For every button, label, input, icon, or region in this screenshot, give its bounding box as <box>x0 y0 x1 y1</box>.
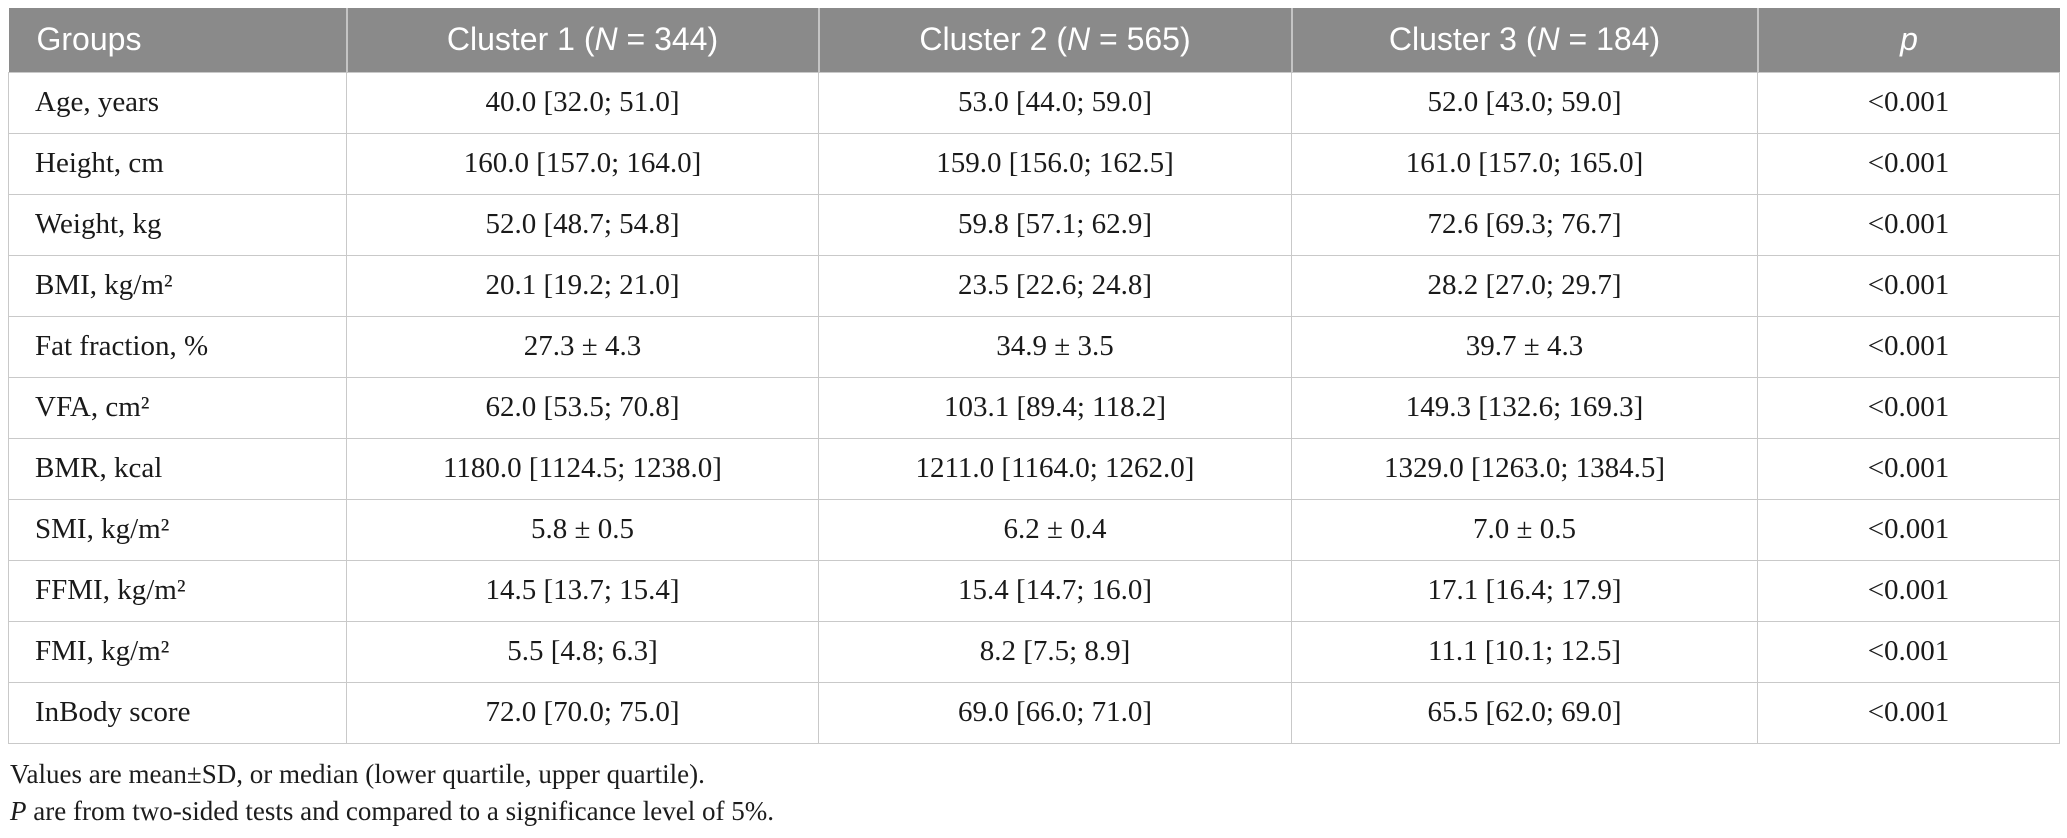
cell-cluster3: 52.0 [43.0; 59.0] <box>1291 71 1758 134</box>
cell-cluster1: 62.0 [53.5; 70.8] <box>346 376 819 439</box>
cell-cluster2: 69.0 [66.0; 71.0] <box>818 681 1292 744</box>
cell-p-value: <0.001 <box>1757 681 2060 744</box>
row-label: Age, years <box>8 71 347 134</box>
table-row-weight: Weight, kg 52.0 [48.7; 54.8] 59.8 [57.1;… <box>8 193 2060 256</box>
cell-cluster3: 17.1 [16.4; 17.9] <box>1291 559 1758 622</box>
column-header-cluster2: Cluster 2 (N = 565) <box>817 8 1292 72</box>
cluster1-n-symbol: N <box>594 21 618 58</box>
table-body: Age, years 40.0 [32.0; 51.0] 53.0 [44.0;… <box>8 71 2060 744</box>
header-row: Groups Cluster 1 (N = 344) Cluster 2 (N … <box>8 8 2060 72</box>
footnote-values-definition: Values are mean±SD, or median (lower qua… <box>10 758 705 789</box>
cluster3-label-suffix: = 184) <box>1559 21 1661 58</box>
cell-cluster1: 20.1 [19.2; 21.0] <box>346 254 819 317</box>
cell-cluster2: 59.8 [57.1; 62.9] <box>818 193 1292 256</box>
cell-cluster1: 160.0 [157.0; 164.0] <box>346 132 819 195</box>
table-row-inbody-score: InBody score 72.0 [70.0; 75.0] 69.0 [66.… <box>8 681 2060 744</box>
cell-cluster3: 11.1 [10.1; 12.5] <box>1291 620 1758 683</box>
cell-cluster3: 65.5 [62.0; 69.0] <box>1291 681 1758 744</box>
cell-p-value: <0.001 <box>1757 254 2060 317</box>
footnote-p-symbol: P <box>10 795 27 826</box>
cell-cluster3: 161.0 [157.0; 165.0] <box>1291 132 1758 195</box>
cell-cluster2: 34.9 ± 3.5 <box>818 315 1292 378</box>
row-label: VFA, cm² <box>8 376 347 439</box>
cell-cluster2: 15.4 [14.7; 16.0] <box>818 559 1292 622</box>
row-label: Height, cm <box>8 132 347 195</box>
row-label: FMI, kg/m² <box>8 620 347 683</box>
column-header-cluster1: Cluster 1 (N = 344) <box>345 8 819 72</box>
cell-cluster1: 14.5 [13.7; 15.4] <box>346 559 819 622</box>
cell-cluster2: 103.1 [89.4; 118.2] <box>818 376 1292 439</box>
cell-cluster3: 28.2 [27.0; 29.7] <box>1291 254 1758 317</box>
column-header-p: p <box>1756 8 2060 72</box>
table-row-ffmi: FFMI, kg/m² 14.5 [13.7; 15.4] 15.4 [14.7… <box>8 559 2060 622</box>
cell-cluster3: 1329.0 [1263.0; 1384.5] <box>1291 437 1758 500</box>
cluster3-n-symbol: N <box>1536 21 1560 58</box>
cell-cluster1: 27.3 ± 4.3 <box>346 315 819 378</box>
table-header: Groups Cluster 1 (N = 344) Cluster 2 (N … <box>8 8 2060 72</box>
cell-cluster2: 159.0 [156.0; 162.5] <box>818 132 1292 195</box>
cluster2-label-prefix: Cluster 2 ( <box>919 21 1067 58</box>
cell-p-value: <0.001 <box>1757 498 2060 561</box>
cell-cluster3: 7.0 ± 0.5 <box>1291 498 1758 561</box>
table-row-smi: SMI, kg/m² 5.8 ± 0.5 6.2 ± 0.4 7.0 ± 0.5… <box>8 498 2060 561</box>
row-label: FFMI, kg/m² <box>8 559 347 622</box>
cluster3-label-prefix: Cluster 3 ( <box>1388 21 1537 58</box>
row-label: Weight, kg <box>8 193 347 256</box>
table-row-height: Height, cm 160.0 [157.0; 164.0] 159.0 [1… <box>8 132 2060 195</box>
cell-cluster2: 23.5 [22.6; 24.8] <box>818 254 1292 317</box>
cell-p-value: <0.001 <box>1757 559 2060 622</box>
cell-cluster1: 1180.0 [1124.5; 1238.0] <box>346 437 819 500</box>
table-row-vfa: VFA, cm² 62.0 [53.5; 70.8] 103.1 [89.4; … <box>8 376 2060 439</box>
cell-cluster3: 149.3 [132.6; 169.3] <box>1291 376 1758 439</box>
cell-cluster1: 72.0 [70.0; 75.0] <box>346 681 819 744</box>
cell-cluster3: 72.6 [69.3; 76.7] <box>1291 193 1758 256</box>
cell-cluster1: 52.0 [48.7; 54.8] <box>346 193 819 256</box>
cell-cluster2: 53.0 [44.0; 59.0] <box>818 71 1292 134</box>
cell-p-value: <0.001 <box>1757 620 2060 683</box>
cell-cluster1: 40.0 [32.0; 51.0] <box>346 71 819 134</box>
row-label: InBody score <box>8 681 347 744</box>
cluster2-n-symbol: N <box>1066 21 1091 58</box>
cell-p-value: <0.001 <box>1757 315 2060 378</box>
cell-p-value: <0.001 <box>1757 376 2060 439</box>
row-label: BMR, kcal <box>8 437 347 500</box>
footnote-p-definition: P are from two-sided tests and compared … <box>10 793 2059 830</box>
cell-cluster3: 39.7 ± 4.3 <box>1291 315 1758 378</box>
table-footnotes: Values are mean±SD, or median (lower qua… <box>8 756 2059 830</box>
table-row-bmr: BMR, kcal 1180.0 [1124.5; 1238.0] 1211.0… <box>8 437 2060 500</box>
row-label: BMI, kg/m² <box>8 254 347 317</box>
clusters-table: Groups Cluster 1 (N = 344) Cluster 2 (N … <box>8 8 2060 744</box>
cell-cluster1: 5.5 [4.8; 6.3] <box>346 620 819 683</box>
column-header-cluster3: Cluster 3 (N = 184) <box>1290 8 1758 72</box>
cluster1-label-prefix: Cluster 1 ( <box>446 21 595 58</box>
column-header-groups: Groups <box>8 8 347 72</box>
cell-cluster1: 5.8 ± 0.5 <box>346 498 819 561</box>
cell-p-value: <0.001 <box>1757 132 2060 195</box>
footnote-p-text: are from two-sided tests and compared to… <box>26 795 774 826</box>
cluster1-label-suffix: = 344) <box>617 21 719 58</box>
cell-p-value: <0.001 <box>1757 71 2060 134</box>
cell-cluster2: 1211.0 [1164.0; 1262.0] <box>818 437 1292 500</box>
table-row-age: Age, years 40.0 [32.0; 51.0] 53.0 [44.0;… <box>8 71 2060 134</box>
cell-p-value: <0.001 <box>1757 437 2060 500</box>
cell-cluster2: 8.2 [7.5; 8.9] <box>818 620 1292 683</box>
cluster2-label-suffix: = 565) <box>1090 21 1191 58</box>
table-row-fmi: FMI, kg/m² 5.5 [4.8; 6.3] 8.2 [7.5; 8.9]… <box>8 620 2060 683</box>
table-row-bmi: BMI, kg/m² 20.1 [19.2; 21.0] 23.5 [22.6;… <box>8 254 2060 317</box>
cell-p-value: <0.001 <box>1757 193 2060 256</box>
row-label: SMI, kg/m² <box>8 498 347 561</box>
table-row-fat-fraction: Fat fraction, % 27.3 ± 4.3 34.9 ± 3.5 39… <box>8 315 2060 378</box>
cell-cluster2: 6.2 ± 0.4 <box>818 498 1292 561</box>
row-label: Fat fraction, % <box>8 315 347 378</box>
